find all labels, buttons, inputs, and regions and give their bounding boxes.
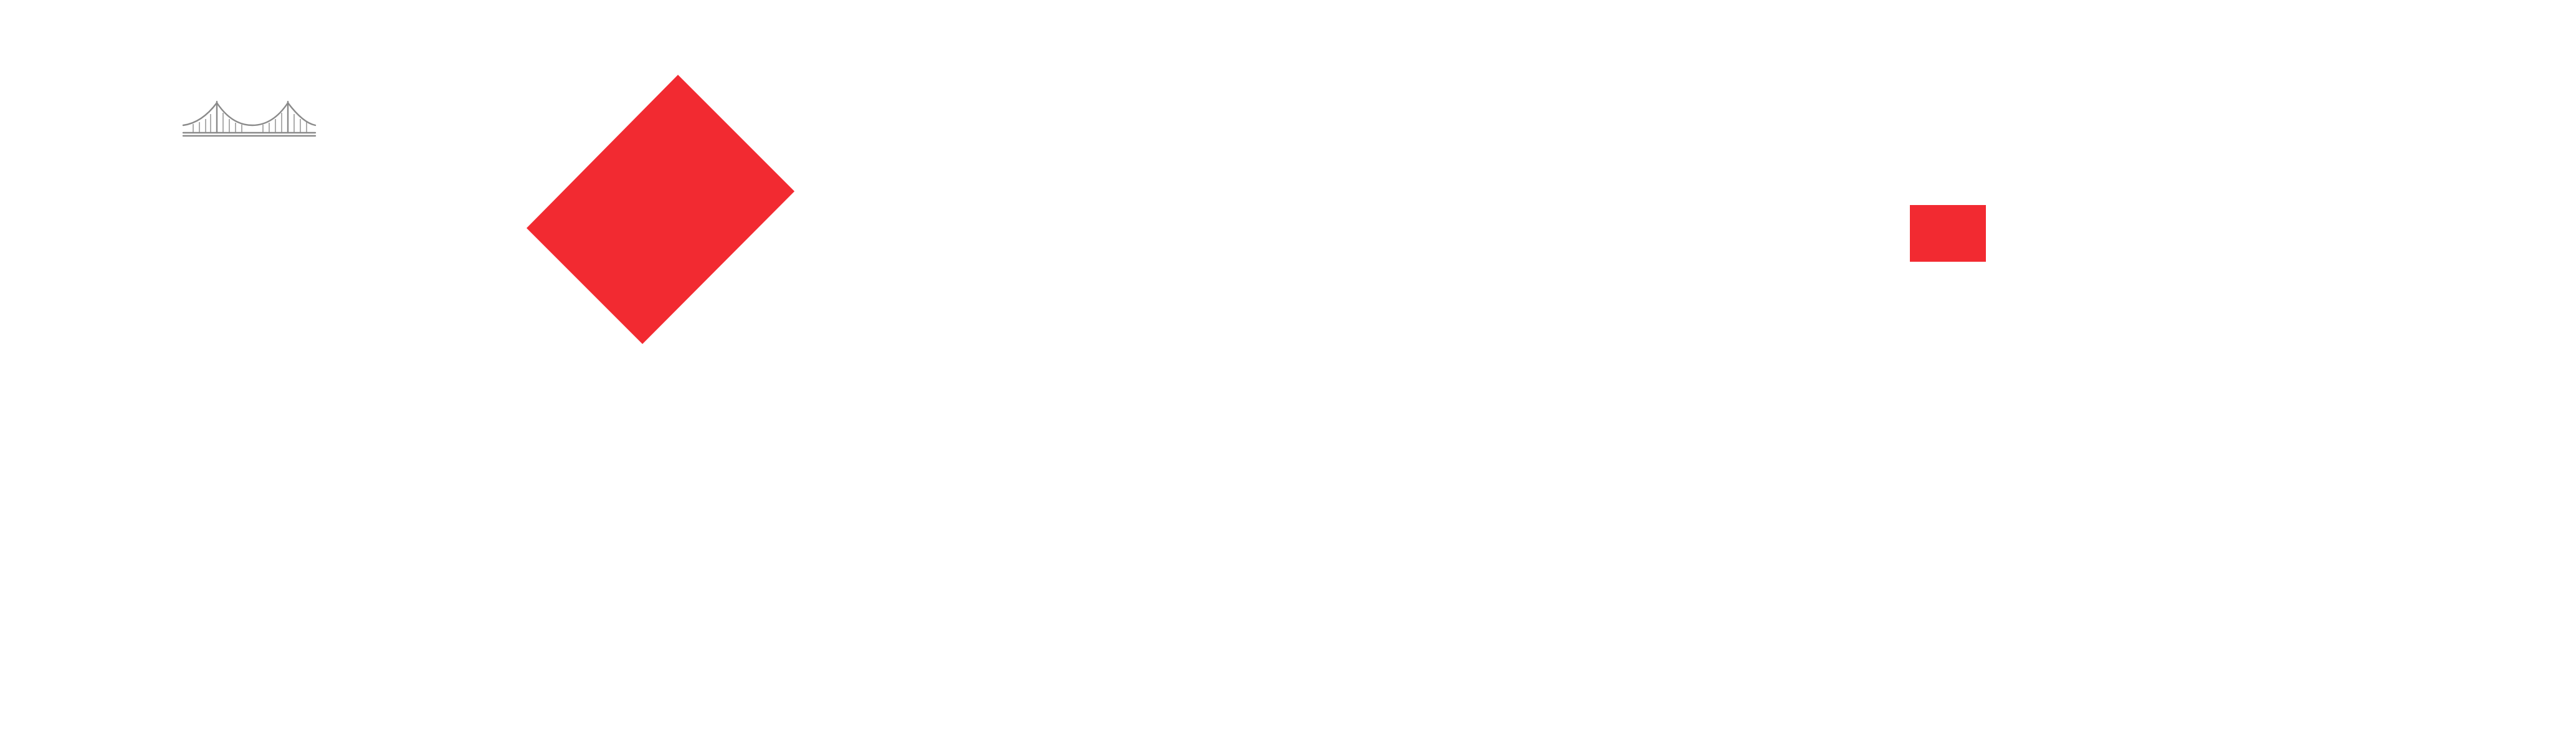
red-square-shape (1910, 205, 1986, 262)
square-fill (1910, 205, 1986, 262)
bridge-strokes (182, 100, 317, 137)
suspension-bridge-icon (182, 100, 317, 137)
diamond-fill (527, 75, 794, 344)
bridge-suspenders (193, 113, 307, 133)
red-diamond-shape (527, 75, 794, 344)
